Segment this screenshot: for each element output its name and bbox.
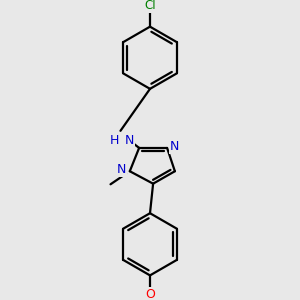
Text: N: N bbox=[124, 134, 134, 147]
Text: N: N bbox=[116, 163, 126, 176]
Text: N: N bbox=[170, 140, 180, 153]
Text: H: H bbox=[110, 134, 119, 147]
Text: O: O bbox=[145, 287, 155, 300]
Text: Cl: Cl bbox=[144, 0, 156, 12]
